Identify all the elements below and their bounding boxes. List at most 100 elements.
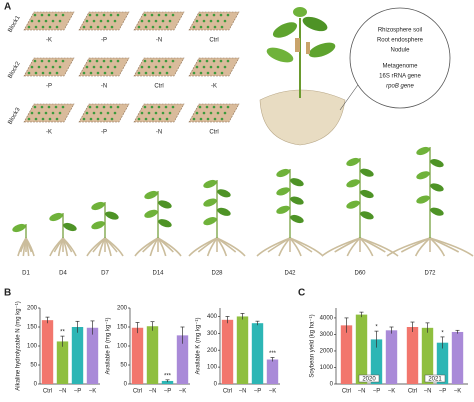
error-bar bbox=[75, 320, 80, 333]
seedling bbox=[219, 105, 223, 109]
y-axis-label: Available K (mg kg⁻¹) bbox=[196, 317, 202, 374]
stage-plant bbox=[256, 168, 324, 257]
seedling bbox=[157, 105, 161, 109]
bar bbox=[236, 316, 249, 384]
seedling bbox=[165, 25, 169, 29]
seedling bbox=[96, 25, 100, 29]
seedling bbox=[89, 71, 93, 75]
y-axis-label: Soybean yield (kg ha⁻¹) bbox=[310, 314, 316, 377]
error-bar bbox=[180, 326, 185, 344]
seedling bbox=[171, 13, 175, 17]
bar bbox=[161, 380, 174, 384]
plot bbox=[133, 57, 185, 77]
seedling bbox=[216, 19, 220, 23]
stage-label: D72 bbox=[424, 271, 436, 277]
y-tick-label: 0 bbox=[34, 382, 38, 388]
seedling bbox=[41, 71, 45, 75]
leaf bbox=[416, 171, 430, 180]
seedling bbox=[55, 25, 59, 29]
seedling bbox=[164, 13, 168, 17]
seedling bbox=[48, 71, 52, 75]
leaf bbox=[203, 179, 217, 189]
root bbox=[400, 237, 431, 253]
seedling bbox=[168, 65, 172, 69]
leaf bbox=[105, 211, 119, 220]
seedling bbox=[220, 117, 224, 121]
error-bar bbox=[455, 329, 460, 334]
leaf bbox=[360, 189, 374, 199]
seedling bbox=[220, 71, 224, 75]
y-axis-label: Alkaline hydrolyzable N (mg kg⁻¹) bbox=[16, 301, 22, 391]
group-label-box bbox=[358, 374, 380, 383]
seedling bbox=[51, 65, 55, 69]
bar bbox=[355, 314, 368, 384]
x-tick-label: −P bbox=[164, 389, 172, 395]
seedling bbox=[202, 111, 206, 115]
x-tick-label: Ctrl bbox=[223, 389, 232, 395]
seedling bbox=[102, 13, 106, 17]
seedling bbox=[206, 117, 210, 121]
seedling bbox=[37, 65, 41, 69]
leaf bbox=[158, 200, 172, 209]
plot bbox=[23, 57, 75, 77]
error-bar bbox=[165, 379, 170, 383]
x-tick-label: −P bbox=[254, 389, 262, 395]
seedling bbox=[151, 117, 155, 121]
seedling bbox=[164, 59, 168, 63]
stage-plant bbox=[134, 190, 182, 257]
seedling bbox=[137, 71, 141, 75]
y-tick-label: 150 bbox=[27, 325, 38, 331]
x-tick-label: −K bbox=[269, 389, 277, 395]
error-bar bbox=[150, 321, 155, 331]
seedling bbox=[150, 105, 154, 109]
plot-label: -P bbox=[101, 38, 107, 44]
error-bar bbox=[359, 311, 364, 318]
seedling bbox=[103, 71, 107, 75]
seedling bbox=[216, 111, 220, 115]
seedling bbox=[27, 25, 31, 29]
x-tick-label: −K bbox=[388, 389, 396, 395]
seedling bbox=[116, 13, 120, 17]
root bbox=[62, 237, 77, 257]
leaf bbox=[430, 183, 444, 192]
seedling bbox=[37, 111, 41, 115]
seedling bbox=[96, 71, 100, 75]
seedling bbox=[171, 105, 175, 109]
seedling bbox=[113, 111, 117, 115]
y-tick-label: 200 bbox=[207, 348, 218, 354]
seedling bbox=[165, 71, 169, 75]
plot-label: Ctrl bbox=[209, 38, 218, 44]
seedling bbox=[61, 13, 65, 17]
x-tick-label: −K bbox=[179, 389, 187, 395]
leaf bbox=[346, 200, 360, 209]
plot-label: -P bbox=[46, 84, 52, 90]
root bbox=[267, 237, 291, 253]
seedling bbox=[144, 25, 148, 29]
plot-label: -N bbox=[156, 130, 162, 136]
seedling bbox=[85, 111, 89, 115]
significance: *** bbox=[269, 351, 277, 357]
seedling bbox=[54, 13, 58, 17]
leaf bbox=[290, 178, 304, 187]
seedling bbox=[44, 65, 48, 69]
callout-text: Metagenome bbox=[382, 64, 418, 70]
seedling bbox=[158, 71, 162, 75]
leaf bbox=[416, 195, 430, 204]
seedling bbox=[209, 19, 213, 23]
seedling bbox=[199, 25, 203, 29]
root bbox=[149, 237, 159, 257]
seedling bbox=[54, 59, 58, 63]
plot-label: Ctrl bbox=[154, 84, 163, 90]
x-tick-label: Ctrl bbox=[133, 389, 142, 395]
seedling bbox=[164, 105, 168, 109]
y-tick-label: 1000 bbox=[320, 365, 334, 371]
x-tick-label: −K bbox=[89, 389, 97, 395]
seedling bbox=[168, 111, 172, 115]
seedling bbox=[109, 59, 113, 63]
root bbox=[414, 237, 431, 257]
seedling bbox=[58, 111, 62, 115]
seedling bbox=[198, 59, 202, 63]
seedling bbox=[202, 19, 206, 23]
seedling bbox=[47, 13, 51, 17]
